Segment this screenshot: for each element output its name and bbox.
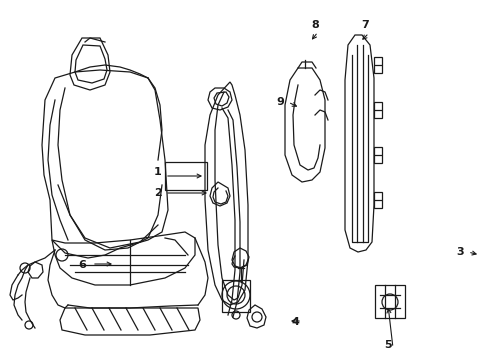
Text: 9: 9 [276,97,284,107]
Text: 7: 7 [360,20,368,30]
Text: 3: 3 [455,247,463,257]
Text: 8: 8 [310,20,318,30]
Bar [164,162,206,190]
Text: 1: 1 [154,167,162,177]
Text: 6: 6 [78,260,86,270]
Text: 4: 4 [290,317,298,327]
Text: 5: 5 [384,340,391,350]
Text: 2: 2 [154,188,162,198]
